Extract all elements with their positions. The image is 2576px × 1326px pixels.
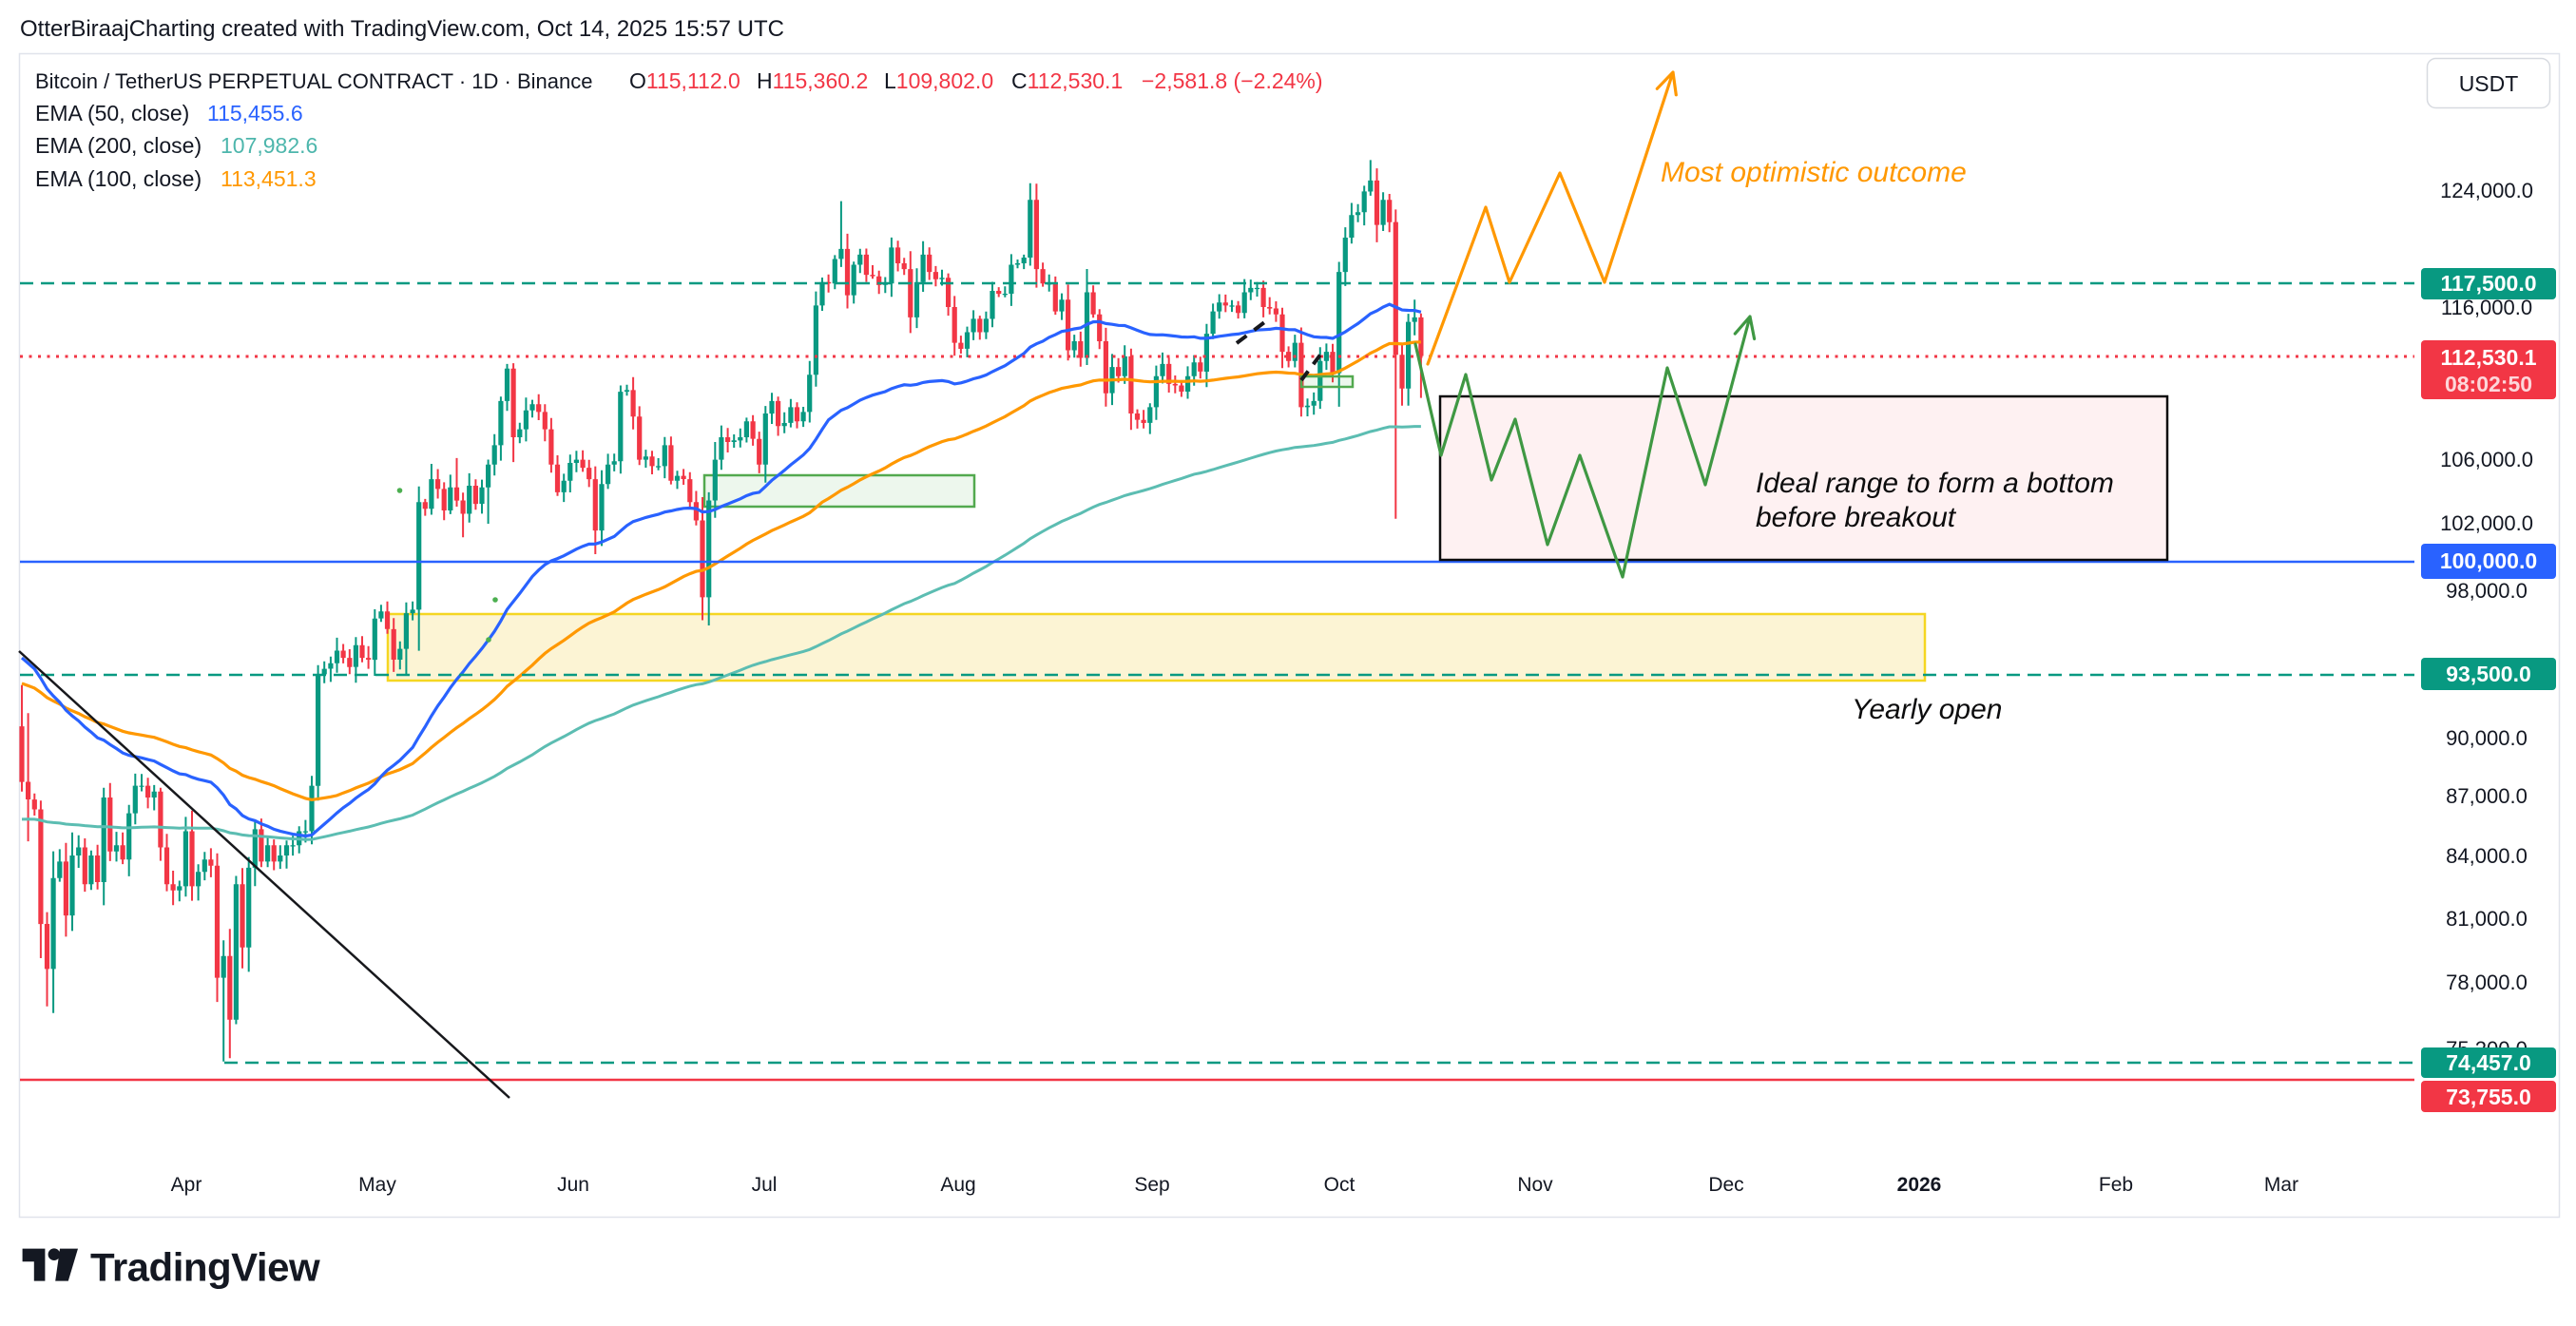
svg-text:78,000.0: 78,000.0 bbox=[2446, 970, 2528, 994]
svg-text:EMA (50, close): EMA (50, close) bbox=[35, 101, 189, 125]
svg-text:Bitcoin / TetherUS PERPETUAL C: Bitcoin / TetherUS PERPETUAL CONTRACT · … bbox=[35, 69, 592, 93]
svg-text:Apr: Apr bbox=[171, 1174, 202, 1196]
svg-text:before breakout: before breakout bbox=[1756, 502, 1957, 533]
svg-text:2026: 2026 bbox=[1897, 1174, 1942, 1196]
svg-text:74,457.0: 74,457.0 bbox=[2446, 1050, 2531, 1075]
svg-text:TradingView: TradingView bbox=[90, 1245, 320, 1290]
svg-text:115,455.6: 115,455.6 bbox=[207, 101, 303, 125]
svg-text:Mar: Mar bbox=[2264, 1174, 2298, 1196]
svg-text:107,982.6: 107,982.6 bbox=[221, 133, 317, 158]
svg-text:106,000.0: 106,000.0 bbox=[2440, 448, 2533, 471]
svg-text:113,451.3: 113,451.3 bbox=[221, 166, 317, 191]
svg-text:08:02:50: 08:02:50 bbox=[2445, 372, 2532, 396]
svg-text:117,500.0: 117,500.0 bbox=[2440, 271, 2536, 296]
svg-text:Nov: Nov bbox=[1517, 1174, 1553, 1196]
svg-text:USDT: USDT bbox=[2459, 71, 2519, 96]
svg-text:Jun: Jun bbox=[557, 1174, 589, 1196]
svg-text:Aug: Aug bbox=[940, 1174, 975, 1196]
svg-text:81,000.0: 81,000.0 bbox=[2446, 907, 2528, 931]
svg-text:EMA (100, close): EMA (100, close) bbox=[35, 166, 202, 191]
svg-text:Most optimistic outcome: Most optimistic outcome bbox=[1661, 157, 1967, 188]
svg-text:H115,360.2: H115,360.2 bbox=[757, 68, 868, 93]
svg-text:Oct: Oct bbox=[1324, 1174, 1355, 1196]
svg-text:87,000.0: 87,000.0 bbox=[2446, 784, 2528, 808]
svg-text:Jul: Jul bbox=[752, 1174, 778, 1196]
svg-text:OtterBiraajCharting created wi: OtterBiraajCharting created with Trading… bbox=[20, 16, 784, 42]
svg-text:93,500.0: 93,500.0 bbox=[2446, 662, 2531, 686]
svg-text:Feb: Feb bbox=[2099, 1174, 2133, 1196]
svg-text:O115,112.0: O115,112.0 bbox=[629, 68, 740, 93]
svg-text:Ideal range to form a bottom: Ideal range to form a bottom bbox=[1756, 468, 2114, 499]
svg-text:100,000.0: 100,000.0 bbox=[2440, 548, 2537, 573]
svg-text:73,755.0: 73,755.0 bbox=[2446, 1085, 2531, 1109]
svg-text:112,530.1: 112,530.1 bbox=[2440, 345, 2536, 370]
svg-text:98,000.0: 98,000.0 bbox=[2446, 579, 2528, 603]
svg-text:EMA (200, close): EMA (200, close) bbox=[35, 133, 202, 158]
svg-text:84,000.0: 84,000.0 bbox=[2446, 844, 2528, 868]
svg-text:Sep: Sep bbox=[1134, 1174, 1169, 1196]
svg-text:−2,581.8 (−2.24%): −2,581.8 (−2.24%) bbox=[1142, 68, 1323, 93]
svg-text:Dec: Dec bbox=[1708, 1174, 1743, 1196]
svg-text:May: May bbox=[358, 1174, 396, 1196]
svg-text:90,000.0: 90,000.0 bbox=[2446, 726, 2528, 750]
svg-text:C112,530.1: C112,530.1 bbox=[1011, 68, 1123, 93]
svg-text:L109,802.0: L109,802.0 bbox=[884, 68, 993, 93]
svg-text:102,000.0: 102,000.0 bbox=[2440, 511, 2533, 535]
svg-text:124,000.0: 124,000.0 bbox=[2440, 179, 2533, 202]
svg-text:Yearly open: Yearly open bbox=[1852, 694, 2002, 725]
svg-text:116,000.0: 116,000.0 bbox=[2441, 296, 2532, 319]
